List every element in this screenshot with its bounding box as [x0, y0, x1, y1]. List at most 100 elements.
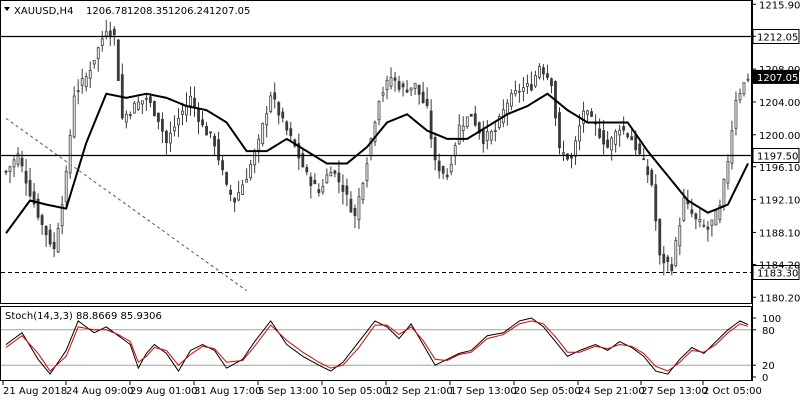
candle: [76, 79, 80, 105]
candle: [68, 129, 72, 179]
candle-body: [550, 78, 553, 87]
candle-body: [742, 82, 746, 95]
candle-body: [253, 151, 257, 166]
trendline-segment[interactable]: [5, 117, 247, 292]
level-price-label: 1197.50: [757, 152, 798, 163]
candle: [32, 182, 36, 208]
candle: [702, 219, 706, 228]
candle-body: [566, 153, 569, 160]
price-tick-label: 1188.10: [759, 228, 800, 239]
candle: [393, 71, 397, 92]
candle-body: [48, 229, 52, 245]
candle-body: [690, 209, 694, 214]
time-tick-label: 24 Sep 21:00: [578, 386, 645, 397]
low-price: 1206.24: [168, 6, 209, 17]
candle-body: [558, 112, 561, 149]
candle-body: [100, 38, 104, 46]
candle: [694, 212, 698, 230]
candle-body: [92, 60, 96, 65]
stoch-level-label: 0: [762, 373, 768, 384]
candle: [257, 134, 261, 163]
candle: [530, 71, 533, 92]
time-tick-label: 17 Sep 13:00: [450, 386, 517, 397]
candle: [197, 102, 200, 135]
candle-body: [148, 96, 152, 103]
candle: [80, 68, 84, 94]
candle-body: [136, 101, 140, 110]
candle-body: [586, 110, 589, 115]
candle-body: [144, 97, 148, 100]
candle: [24, 158, 28, 196]
candle-body: [365, 163, 369, 181]
candle: [501, 99, 505, 128]
candle-body: [381, 92, 385, 96]
candle: [249, 159, 253, 181]
candle: [36, 193, 40, 221]
price-tick-label: 1192.10: [759, 196, 800, 207]
candle-body: [449, 163, 453, 173]
candle: [521, 77, 525, 102]
price-tick-label: 1215.90: [759, 0, 800, 11]
candle: [650, 168, 654, 188]
candle: [345, 178, 349, 207]
candle: [493, 122, 497, 142]
candle: [385, 75, 389, 100]
candle-body: [582, 110, 585, 124]
candle-body: [457, 124, 461, 145]
candle: [12, 156, 16, 178]
candle-body: [385, 79, 389, 90]
candle-body: [96, 47, 100, 60]
candle-body: [618, 129, 622, 136]
candle-body: [698, 219, 702, 223]
candle-body: [16, 153, 20, 165]
candle-body: [489, 130, 493, 141]
candle: [730, 120, 734, 170]
candle-body: [453, 145, 457, 157]
candle-body: [461, 125, 465, 131]
candle-body: [437, 160, 441, 172]
dropdown-triangle-icon[interactable]: [4, 7, 10, 11]
candle-body: [68, 134, 72, 174]
candle-body: [710, 219, 714, 226]
candle-body: [417, 84, 421, 95]
candle: [193, 86, 196, 117]
trendline[interactable]: [5, 117, 247, 292]
candle-body: [505, 102, 509, 114]
candle: [269, 91, 273, 114]
candle-body: [189, 95, 192, 106]
candle: [546, 64, 549, 80]
candle-body: [650, 169, 654, 186]
candle-body: [152, 101, 156, 117]
candle: [642, 147, 646, 161]
candle-body: [84, 76, 88, 88]
candle-body: [213, 135, 216, 147]
candle: [373, 120, 377, 147]
candle: [237, 180, 241, 202]
candle: [618, 124, 622, 147]
candle-body: [662, 253, 666, 264]
candle-body: [714, 210, 718, 226]
price-tick-label: 1184.20: [759, 260, 800, 271]
candle-body: [88, 70, 92, 79]
candle: [626, 132, 630, 140]
candle: [152, 100, 156, 117]
candle-body: [469, 113, 473, 117]
candle: [100, 31, 104, 52]
candle-body: [614, 131, 618, 145]
candle-body: [305, 167, 309, 173]
candle: [706, 220, 710, 242]
candle: [177, 108, 180, 137]
candle-body: [237, 192, 241, 201]
candle-body: [718, 205, 722, 220]
candle-body: [24, 170, 28, 184]
candle: [453, 142, 457, 166]
candle-body: [161, 118, 164, 132]
candle-body: [678, 225, 682, 247]
candle: [409, 87, 413, 96]
candle: [116, 39, 120, 81]
candle-body: [638, 143, 642, 155]
horizontal-levels[interactable]: 1212.05 1197.50 1183.30: [1, 29, 800, 280]
candle-body: [405, 89, 409, 93]
candle: [253, 148, 257, 174]
candle: [445, 168, 449, 181]
